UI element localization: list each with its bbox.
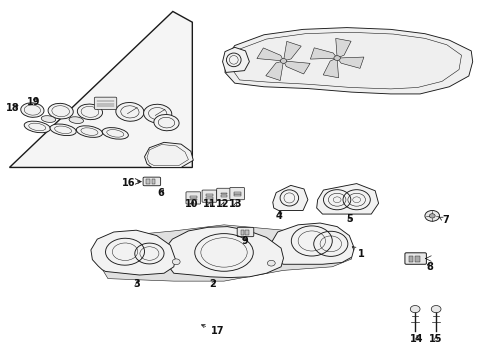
Bar bbox=[414, 256, 419, 262]
Ellipse shape bbox=[24, 121, 50, 133]
Polygon shape bbox=[310, 48, 336, 59]
Ellipse shape bbox=[41, 116, 56, 122]
Text: 6: 6 bbox=[157, 188, 163, 198]
Circle shape bbox=[333, 56, 340, 60]
Polygon shape bbox=[96, 225, 351, 281]
Text: 4: 4 bbox=[275, 211, 282, 221]
Polygon shape bbox=[336, 57, 363, 68]
Text: 18: 18 bbox=[6, 103, 20, 113]
Polygon shape bbox=[163, 226, 283, 278]
Polygon shape bbox=[271, 223, 353, 264]
Text: 9: 9 bbox=[241, 236, 247, 246]
Text: 11: 11 bbox=[202, 199, 216, 210]
Text: 19: 19 bbox=[27, 97, 41, 107]
Bar bbox=[220, 193, 227, 194]
Bar bbox=[146, 179, 150, 184]
FancyBboxPatch shape bbox=[94, 97, 117, 109]
Text: 3: 3 bbox=[134, 279, 141, 289]
Polygon shape bbox=[323, 58, 338, 78]
Circle shape bbox=[172, 259, 180, 265]
Circle shape bbox=[428, 214, 434, 218]
Ellipse shape bbox=[48, 103, 73, 119]
Bar bbox=[220, 195, 227, 197]
Polygon shape bbox=[91, 230, 175, 275]
Bar bbox=[205, 197, 212, 199]
Ellipse shape bbox=[143, 104, 171, 123]
Text: 7: 7 bbox=[438, 215, 448, 225]
Ellipse shape bbox=[20, 103, 44, 117]
Text: 15: 15 bbox=[428, 333, 442, 343]
Polygon shape bbox=[335, 39, 350, 58]
Text: 2: 2 bbox=[209, 279, 216, 289]
Circle shape bbox=[430, 306, 440, 313]
Text: 8: 8 bbox=[426, 262, 432, 272]
Text: 14: 14 bbox=[409, 333, 423, 343]
Bar bbox=[233, 194, 240, 196]
Circle shape bbox=[424, 211, 439, 221]
Polygon shape bbox=[272, 185, 307, 211]
Ellipse shape bbox=[116, 103, 143, 121]
FancyBboxPatch shape bbox=[202, 190, 216, 202]
FancyBboxPatch shape bbox=[216, 188, 231, 201]
FancyBboxPatch shape bbox=[229, 188, 244, 200]
Ellipse shape bbox=[50, 124, 76, 136]
Bar bbox=[245, 230, 248, 234]
Text: 16: 16 bbox=[122, 177, 141, 188]
Bar bbox=[205, 194, 212, 196]
Ellipse shape bbox=[102, 127, 128, 139]
Ellipse shape bbox=[77, 104, 102, 120]
Circle shape bbox=[409, 306, 419, 313]
FancyBboxPatch shape bbox=[237, 227, 253, 237]
FancyBboxPatch shape bbox=[143, 177, 160, 186]
Polygon shape bbox=[265, 61, 283, 81]
Ellipse shape bbox=[154, 114, 179, 131]
Polygon shape bbox=[224, 28, 472, 94]
Text: 13: 13 bbox=[228, 199, 242, 210]
Polygon shape bbox=[283, 61, 309, 74]
Ellipse shape bbox=[69, 117, 83, 123]
Text: 1: 1 bbox=[351, 247, 364, 258]
Text: 12: 12 bbox=[216, 199, 229, 210]
Polygon shape bbox=[144, 142, 193, 167]
Bar bbox=[408, 256, 412, 262]
Polygon shape bbox=[283, 41, 301, 61]
Ellipse shape bbox=[226, 53, 241, 67]
Bar bbox=[189, 196, 196, 198]
Polygon shape bbox=[256, 48, 283, 61]
Bar bbox=[233, 192, 240, 194]
FancyBboxPatch shape bbox=[404, 253, 426, 264]
Bar bbox=[152, 179, 155, 184]
FancyBboxPatch shape bbox=[185, 192, 200, 204]
Circle shape bbox=[267, 260, 275, 266]
Polygon shape bbox=[222, 47, 249, 72]
Text: 5: 5 bbox=[345, 215, 352, 224]
Text: 17: 17 bbox=[201, 324, 224, 336]
Ellipse shape bbox=[76, 126, 102, 138]
Polygon shape bbox=[9, 12, 192, 167]
Bar bbox=[189, 199, 196, 201]
Circle shape bbox=[280, 59, 286, 63]
Text: 10: 10 bbox=[185, 199, 198, 210]
Bar bbox=[240, 230, 244, 234]
Polygon shape bbox=[316, 184, 378, 214]
